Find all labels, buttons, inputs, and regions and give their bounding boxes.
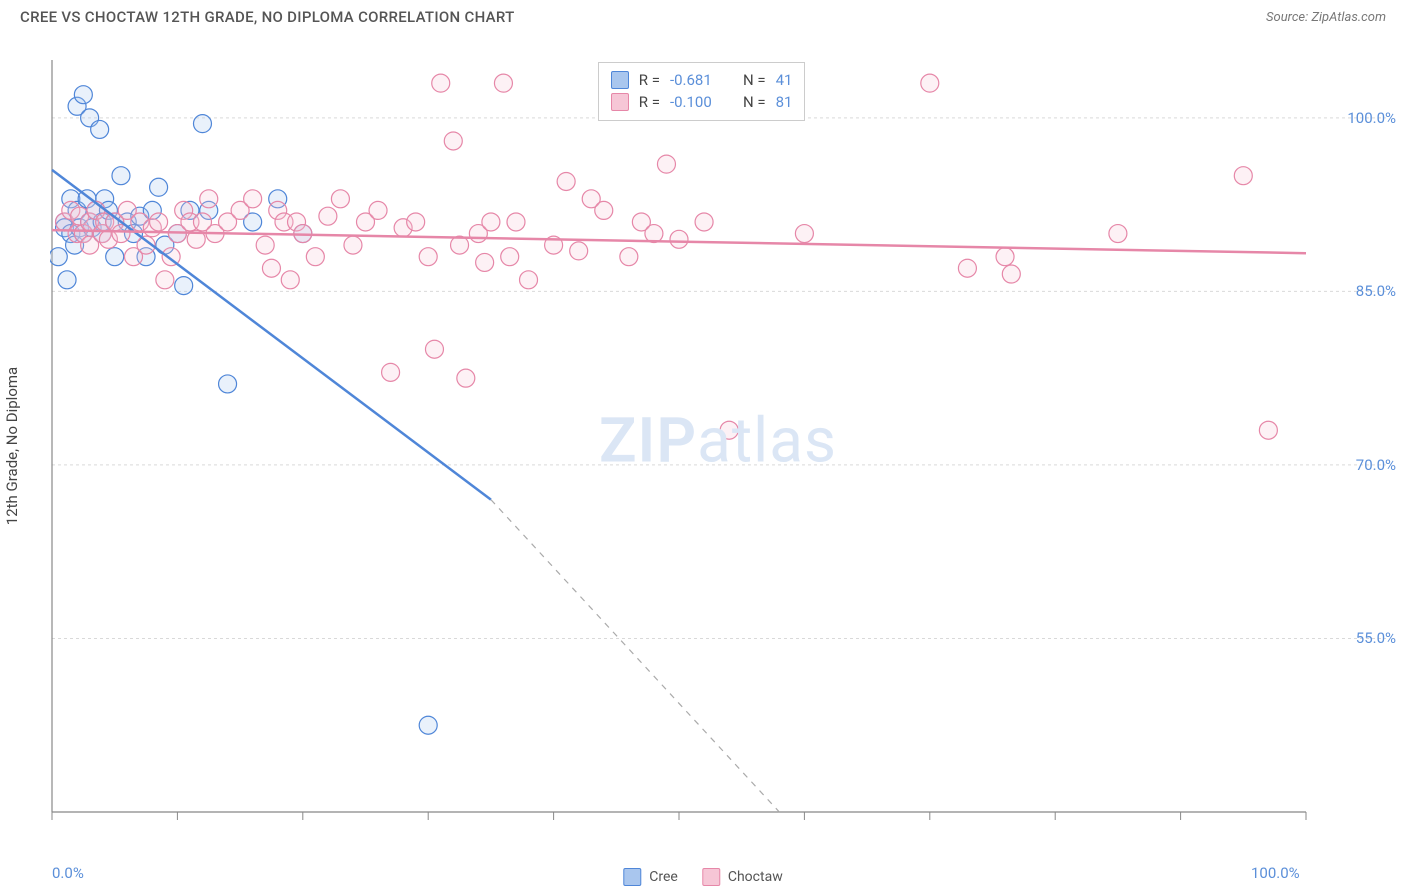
chart-header: CREE VS CHOCTAW 12TH GRADE, NO DIPLOMA C… [0, 0, 1406, 36]
legend-swatch [623, 868, 641, 886]
stats-row: R = -0.100 N = 81 [611, 91, 793, 114]
stats-r-label: R = [639, 69, 660, 92]
stats-swatch [611, 71, 629, 89]
y-tick-label: 70.0% [1356, 456, 1396, 474]
stats-r-value: -0.100 [670, 91, 712, 114]
stats-n-label: N = [743, 91, 766, 114]
y-tick-label: 55.0% [1356, 629, 1396, 647]
chart-title: CREE VS CHOCTAW 12TH GRADE, NO DIPLOMA C… [20, 8, 515, 26]
legend-item: Choctaw [702, 868, 783, 886]
source-name: ZipAtlas.com [1311, 10, 1386, 25]
chart-area: ZIPatlas R = -0.681 N = 41R = -0.100 N =… [50, 50, 1386, 832]
x-tick-label: 100.0% [1251, 864, 1300, 882]
legend-label: Cree [649, 869, 678, 885]
stats-n-label: N = [743, 69, 766, 92]
legend-swatch [702, 868, 720, 886]
source-label: Source: [1266, 10, 1311, 25]
x-tick-label: 0.0% [52, 864, 84, 882]
stats-swatch [611, 93, 629, 111]
stats-r-label: R = [639, 91, 660, 114]
stats-box: R = -0.681 N = 41R = -0.100 N = 81 [598, 62, 806, 121]
y-tick-label: 85.0% [1356, 282, 1396, 300]
stats-r-value: -0.681 [670, 69, 712, 92]
legend-label: Choctaw [728, 869, 783, 885]
y-tick-label: 100.0% [1347, 109, 1396, 127]
legend-item: Cree [623, 868, 678, 886]
source-attribution: Source: ZipAtlas.com [1266, 10, 1386, 25]
y-axis-label: 12th Grade, No Diploma [3, 367, 21, 525]
scatter-plot [50, 50, 1386, 832]
stats-n-value: 81 [776, 91, 793, 114]
stats-row: R = -0.681 N = 41 [611, 69, 793, 92]
stats-n-value: 41 [776, 69, 793, 92]
bottom-legend: Cree Choctaw [623, 868, 782, 886]
